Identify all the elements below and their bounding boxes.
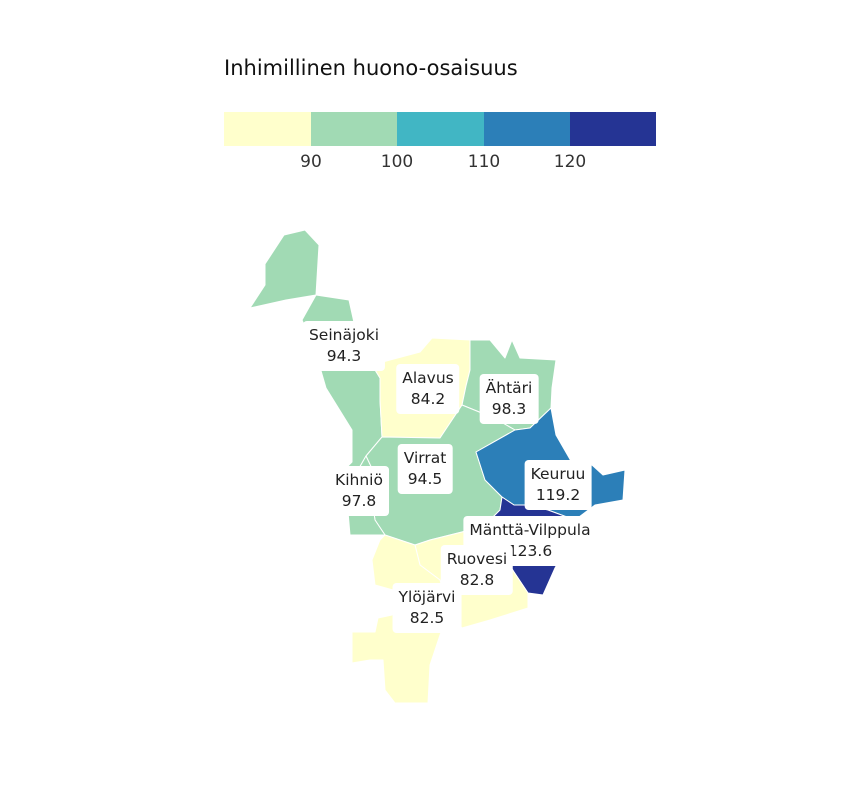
- region-label-kihnio: Kihniö 97.8: [329, 466, 389, 516]
- region-value: 98.3: [491, 400, 527, 418]
- legend-bin-3: [397, 112, 484, 146]
- region-value: 119.2: [535, 486, 581, 504]
- region-value: 82.8: [459, 571, 495, 589]
- legend-tick: 110: [467, 152, 501, 172]
- region-label-ahtari: Ähtäri 98.3: [479, 374, 539, 424]
- region-value: 84.2: [410, 390, 446, 408]
- region-name: Ähtäri: [485, 379, 533, 397]
- region-value: 123.6: [507, 542, 553, 560]
- legend-tick: 120: [553, 152, 587, 172]
- region-name: Alavus: [402, 369, 454, 387]
- region-label-keuruu: Keuruu 119.2: [524, 460, 592, 510]
- region-value: 94.3: [326, 347, 362, 365]
- region-name: Kihniö: [335, 471, 383, 489]
- legend-bin-1: [224, 112, 311, 146]
- legend-bin-2: [311, 112, 397, 146]
- region-name: Seinäjoki: [308, 326, 380, 344]
- legend-title: Inhimillinen huono-osaisuus: [224, 56, 518, 80]
- region-name: Mänttä-Vilppula: [469, 521, 591, 539]
- region-label-seinajoki: Seinäjoki 94.3: [302, 321, 386, 371]
- region-name: Virrat: [403, 449, 447, 467]
- legend-colorbar: [224, 112, 656, 146]
- legend-bin-4: [484, 112, 570, 146]
- region-label-ylojarvi: Ylöjärvi 82.5: [392, 583, 462, 633]
- region-name: Ruovesi: [446, 550, 508, 568]
- region-value: 97.8: [341, 492, 377, 510]
- region-value: 94.5: [407, 470, 443, 488]
- legend-bin-5: [570, 112, 656, 146]
- legend-tick: 100: [380, 152, 414, 172]
- region-name: Keuruu: [530, 465, 586, 483]
- region-value: 82.5: [409, 609, 445, 627]
- region-label-virrat: Virrat 94.5: [397, 444, 453, 494]
- region-name: Ylöjärvi: [398, 588, 456, 606]
- region-label-alavus: Alavus 84.2: [396, 364, 460, 414]
- legend-tick: 90: [300, 152, 322, 172]
